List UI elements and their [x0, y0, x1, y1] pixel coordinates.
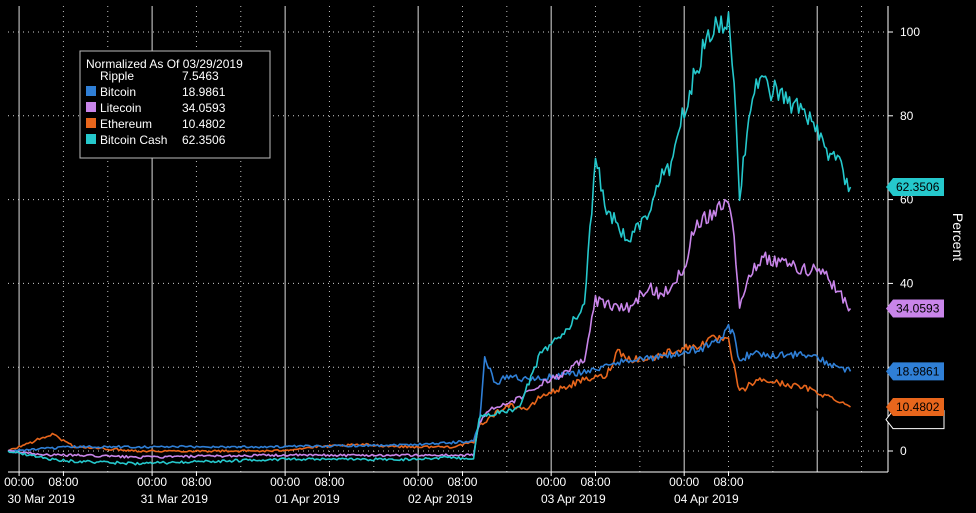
legend-swatch: [86, 118, 96, 128]
x-day-label: 02 Apr 2019: [408, 492, 473, 506]
x-day-label: 30 Mar 2019: [8, 492, 76, 506]
tag-label: 62.3506: [896, 180, 940, 194]
x-tick-label: 08:00: [580, 475, 610, 489]
x-tick-label: 08:00: [447, 475, 477, 489]
y-tick-label: 100: [900, 25, 920, 39]
last-value-tags: 7.5463 18.9861 34.0593 10.4802 62.3506: [885, 178, 945, 430]
x-axis: 00:00 08:00 30 Mar 2019 00:00 08:00 31 Mar 20…: [4, 471, 888, 506]
x-tick-label: 00:00: [403, 475, 433, 489]
series-line-bitcoin: [7, 323, 852, 452]
x-tick-label: 00:00: [669, 475, 699, 489]
gridlines: [8, 6, 888, 472]
series-line-litecoin: [7, 198, 852, 460]
y-tick-label: 0: [900, 444, 907, 458]
legend: Normalized As Of 03/29/2019 Ripple 7.5463…: [79, 50, 271, 159]
legend-swatch: [85, 69, 97, 81]
legend-series-value: 18.9861: [182, 85, 226, 99]
x-day-label: 31 Mar 2019: [141, 492, 209, 506]
x-tick-label: 00:00: [4, 475, 34, 489]
legend-swatch: [86, 102, 96, 112]
series-line-ripple: [8, 355, 851, 452]
legend-series-name: Bitcoin Cash: [100, 133, 167, 147]
legend-series-value: 62.3506: [182, 133, 226, 147]
tag-shape: [886, 299, 944, 318]
last-value-tag-litecoin: 34.0593: [886, 299, 944, 318]
legend-series-name: Litecoin: [100, 101, 141, 115]
y-tick-label: 40: [900, 276, 914, 290]
y-tick-label: 60: [900, 193, 914, 207]
series-lines: [7, 11, 852, 466]
last-value-tag-ethereum: 10.4802: [886, 398, 944, 417]
series-line-ethereum: [7, 334, 851, 453]
x-day-label: 04 Apr 2019: [674, 492, 739, 506]
x-tick-label: 00:00: [270, 475, 300, 489]
tag-shape: [886, 178, 944, 197]
tag-shape: [886, 362, 944, 381]
y-axis-title: Percent: [950, 213, 966, 261]
x-tick-label: 08:00: [314, 475, 344, 489]
x-tick-label: 08:00: [714, 475, 744, 489]
last-value-tag-bitcoin: 18.9861: [886, 362, 944, 381]
x-tick-label: 08:00: [48, 475, 78, 489]
legend-title: Normalized As Of 03/29/2019: [86, 57, 243, 71]
tag-label: 7.5463: [896, 413, 933, 427]
x-day-label: 01 Apr 2019: [275, 492, 340, 506]
tag-label: 18.9861: [896, 364, 940, 378]
x-tick-label: 00:00: [536, 475, 566, 489]
legend-swatch: [86, 86, 96, 96]
y-tick-label: 80: [900, 109, 914, 123]
tag-label: 10.4802: [896, 400, 940, 414]
legend-box: [79, 50, 271, 159]
legend-series-name: Ripple: [100, 69, 134, 83]
last-value-tag-bitcoin-cash: 62.3506: [886, 178, 944, 197]
legend-series-value: 10.4802: [182, 117, 226, 131]
tag-shape: [886, 398, 944, 417]
legend-series-value: 7.5463: [182, 69, 219, 83]
legend-series-name: Bitcoin: [100, 85, 136, 99]
x-tick-label: 00:00: [137, 475, 167, 489]
y-axis: 020406080100: [887, 6, 920, 472]
legend-series-name: Ethereum: [100, 117, 152, 131]
series-line-bitcoin-cash: [7, 11, 852, 466]
legend-series-value: 34.0593: [182, 101, 226, 115]
tag-label: 34.0593: [896, 302, 940, 316]
x-tick-label: 08:00: [181, 475, 211, 489]
x-day-label: 03 Apr 2019: [541, 492, 606, 506]
legend-swatch: [86, 134, 96, 144]
